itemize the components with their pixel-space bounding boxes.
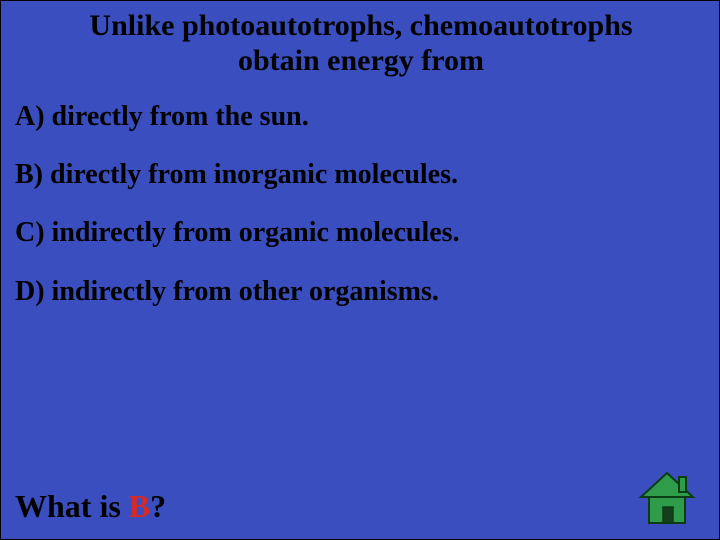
answer-reveal: What is B? xyxy=(15,488,166,525)
question-line-1: Unlike photoautotrophs, chemoautotrophs xyxy=(89,9,632,42)
answer-prefix: What is xyxy=(15,488,129,524)
question-text: Unlike photoautotrophs, chemoautotrophs … xyxy=(1,9,720,78)
quiz-slide: Unlike photoautotrophs, chemoautotrophs … xyxy=(0,0,720,540)
house-icon xyxy=(635,469,699,527)
options-block: A) directly from the sun. B) directly fr… xyxy=(15,101,705,334)
option-a: A) directly from the sun. xyxy=(15,101,705,133)
option-c: C) indirectly from organic molecules. xyxy=(15,217,705,249)
question-line-2: obtain energy from xyxy=(238,44,484,77)
option-b: B) directly from inorganic molecules. xyxy=(15,159,705,191)
answer-suffix: ? xyxy=(150,488,166,524)
home-button[interactable] xyxy=(635,469,699,527)
answer-letter: B xyxy=(129,488,150,524)
option-d: D) indirectly from other organisms. xyxy=(15,276,705,308)
